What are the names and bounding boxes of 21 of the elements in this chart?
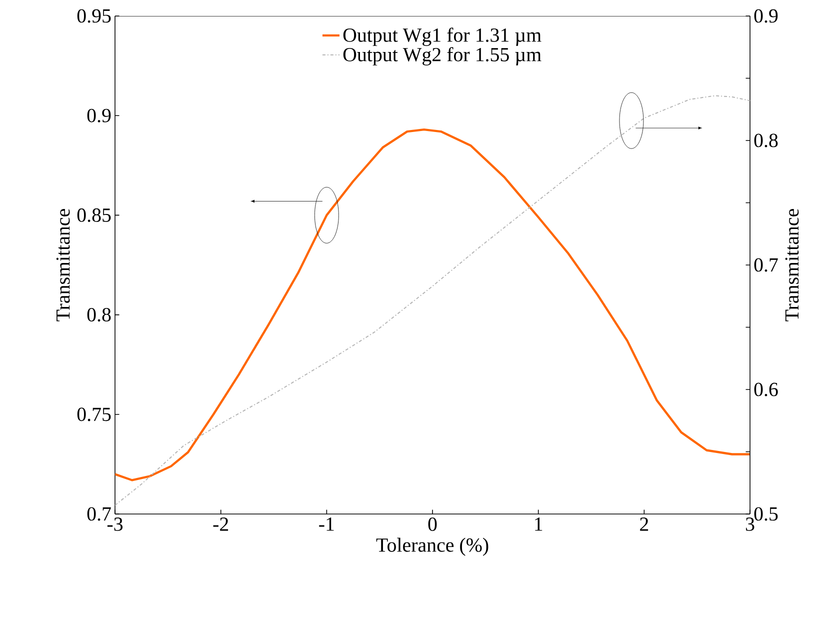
- x-tick-label: 3: [746, 518, 754, 531]
- x-tick-label: 1: [535, 518, 542, 531]
- y2-tick-label: 0.6: [754, 382, 778, 396]
- y2-tick-label: 0.7: [754, 258, 778, 272]
- x-tick-label: -1: [319, 518, 334, 531]
- x-axis-title: Tolerance (%): [376, 538, 488, 556]
- y2-axis-title: Transmittance: [785, 209, 799, 322]
- x-tick-label: 2: [640, 518, 648, 531]
- legend-label: Output Wg2 for 1.55 µm: [343, 47, 542, 66]
- y-tick-label: 0.85: [77, 208, 111, 222]
- x-tick-label: -2: [213, 518, 228, 531]
- y2-tick-label: 0.8: [754, 134, 778, 148]
- y-tick-label: 0.8: [87, 308, 111, 322]
- x-tick-label: 0: [428, 518, 437, 531]
- y-tick-label: 0.75: [77, 408, 111, 422]
- legend-label: Output Wg1 for 1.31 µm: [343, 28, 542, 46]
- y2-tick-label: 0.9: [754, 9, 778, 23]
- y2-tick-label: 0.5: [754, 507, 778, 521]
- y-axis-title: Transmittance: [56, 209, 70, 322]
- y-tick-label: 0.9: [87, 108, 111, 122]
- y-tick-label: 0.95: [77, 9, 111, 23]
